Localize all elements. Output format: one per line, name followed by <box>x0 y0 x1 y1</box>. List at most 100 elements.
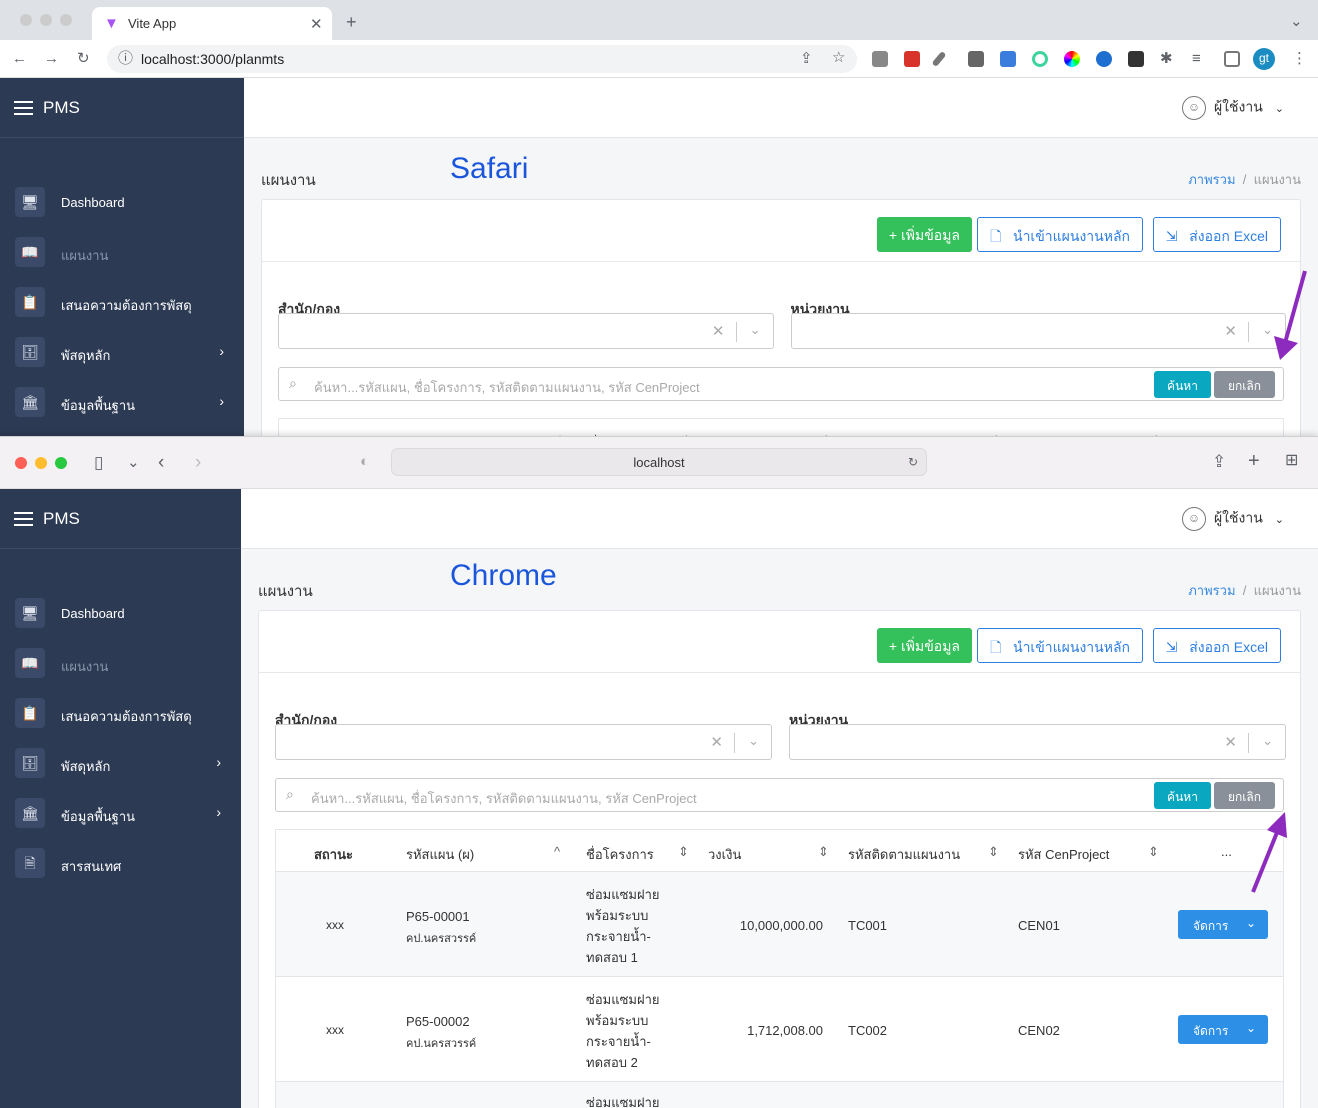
clear-icon[interactable]: ✕ <box>1224 734 1237 751</box>
clear-icon[interactable]: ✕ <box>710 734 723 751</box>
unit-select[interactable]: ✕ ⌄ <box>790 313 1286 349</box>
bug-icon[interactable] <box>904 51 920 67</box>
new-tab-icon[interactable]: + <box>346 12 357 32</box>
division-select[interactable]: ✕ ⌄ <box>275 724 772 760</box>
menu-icon[interactable]: ⋮ <box>1292 50 1307 67</box>
cancel-button[interactable]: ยกเลิก <box>1214 782 1275 809</box>
column-header[interactable]: รหัส CenProject <box>1018 847 1110 862</box>
hamburger-menu-icon[interactable] <box>14 512 33 526</box>
sidebar-item[interactable]: 🏛 ข้อมูลพื้นฐาน › <box>15 387 244 419</box>
sidebar-item[interactable]: 📋 เสนอความต้องการพัสดุ <box>15 698 241 730</box>
search-button[interactable]: ค้นหา <box>1154 371 1211 398</box>
r-icon[interactable] <box>1000 51 1016 67</box>
sort-icon[interactable]: ⇕ <box>1151 433 1162 436</box>
column-header[interactable]: สถานะ <box>314 847 353 862</box>
user-menu[interactable]: ☺ ผู้ใช้งาน ⌄ <box>1181 96 1284 120</box>
sort-icon[interactable]: ⇕ <box>818 844 829 859</box>
sidebar-item[interactable]: 📖 แผนงาน <box>15 237 244 269</box>
sidebar-item[interactable]: 🏛 ข้อมูลพื้นฐาน › <box>15 798 241 830</box>
sidebar: PMS 🖥 Dashboard 📖 แผนงาน 📋 เสนอความต้องการพัสด… <box>0 78 244 436</box>
book-icon: 📖 <box>15 237 45 267</box>
shield-icon[interactable]: ◐ <box>360 453 370 470</box>
sidebar-item-label: เสนอความต้องการพัสดุ <box>61 298 192 313</box>
puzzle-icon[interactable]: ✱ <box>1160 50 1173 67</box>
chevron-down-icon[interactable]: ⌄ <box>127 454 140 471</box>
division-select[interactable]: ✕ ⌄ <box>278 313 774 349</box>
breadcrumb-home[interactable]: ภาพรวม <box>1188 583 1236 598</box>
column-header[interactable]: รหัสแผน (ผ) <box>406 847 475 862</box>
column-header[interactable]: ชื่อโครงการ <box>586 847 654 862</box>
top-header: ☺ ผู้ใช้งาน ⌄ <box>244 78 1318 138</box>
chevron-down-icon[interactable]: ⌄ <box>1262 322 1273 337</box>
share-icon[interactable]: ⇪ <box>800 50 813 67</box>
import-plan-button[interactable]: 🗋 นำเข้าแผนงานหลัก <box>977 217 1143 252</box>
sidebar-item[interactable]: 🖥 Dashboard <box>15 187 244 219</box>
sort-icon[interactable]: ⇕ <box>988 844 999 859</box>
globe-icon[interactable] <box>1096 51 1112 67</box>
chevron-down-icon[interactable]: ⌄ <box>749 322 761 337</box>
media-icon[interactable]: ≡ <box>1192 50 1201 67</box>
sort-icon[interactable]: ⇕ <box>1148 844 1159 859</box>
manage-dropdown-button[interactable]: จัดการ ⌄ <box>1178 1015 1268 1044</box>
browser-tab[interactable]: ▼ Vite App ✕ <box>92 7 332 40</box>
column-header[interactable]: ... <box>1224 433 1235 436</box>
user-menu[interactable]: ☺ ผู้ใช้งาน ⌄ <box>1181 507 1284 531</box>
sidebar-item[interactable]: 🗄 พัสดุหลัก › <box>15 337 244 369</box>
search-input[interactable]: ค้นหา...รหัสแผน, ชื่อโครงการ, รหัสติดตาม… <box>314 380 700 395</box>
eyedropper-icon[interactable] <box>931 50 947 68</box>
sidebar-item[interactable]: 🗄 พัสดุหลัก › <box>15 748 241 780</box>
sidebar-item[interactable]: 🖥 Dashboard <box>15 598 241 630</box>
column-header[interactable]: รหัสติดตามแผนงาน <box>848 847 961 862</box>
reload-icon[interactable]: ↻ <box>77 50 90 67</box>
export-excel-button[interactable]: ⇲ ส่งออก Excel <box>1152 628 1281 663</box>
sidebar-item[interactable]: 📋 เสนอความต้องการพัสดุ <box>15 287 244 319</box>
breadcrumb-home[interactable]: ภาพรวม <box>1188 172 1236 187</box>
clear-icon[interactable]: ✕ <box>1224 323 1237 340</box>
sort-icon[interactable]: ⇕ <box>991 433 1002 436</box>
manage-dropdown-button[interactable]: จัดการ ⌄ <box>1178 910 1268 939</box>
unit-select[interactable]: ✕ ⌄ <box>789 724 1286 760</box>
share-icon[interactable]: ⇪ <box>1212 452 1227 471</box>
search-input[interactable]: ค้นหา...รหัสแผน, ชื่อโครงการ, รหัสติดตาม… <box>311 791 697 806</box>
forward-icon[interactable]: → <box>44 50 59 67</box>
search-button[interactable]: ค้นหา <box>1154 782 1211 809</box>
export-excel-button[interactable]: ⇲ ส่งออก Excel <box>1152 217 1281 252</box>
sidebar-item[interactable]: 🗎 สารสนเทศ <box>15 848 241 880</box>
sort-asc-icon[interactable]: ^ <box>557 433 563 436</box>
sidepanel-icon[interactable] <box>1224 51 1240 67</box>
hamburger-menu-icon[interactable] <box>14 101 33 115</box>
tab-search-icon[interactable]: ⌄ <box>1290 13 1303 30</box>
sort-icon[interactable]: ⇕ <box>681 433 692 436</box>
sort-asc-icon[interactable]: ^ <box>554 844 561 859</box>
chevron-down-icon[interactable]: ⌄ <box>1262 733 1273 748</box>
tab-overview-icon[interactable]: ⊞ <box>1285 452 1299 469</box>
profile-avatar[interactable]: gt <box>1253 48 1275 70</box>
back-icon[interactable]: ← <box>12 50 27 67</box>
close-tab-icon[interactable]: ✕ <box>310 16 323 33</box>
facebook-icon[interactable] <box>968 51 984 67</box>
sort-icon[interactable]: ⇕ <box>821 433 832 436</box>
add-button[interactable]: + เพิ่มข้อมูล <box>876 628 972 663</box>
color-wheel-icon[interactable] <box>1064 51 1080 67</box>
column-header[interactable]: ... <box>1221 844 1232 859</box>
bookmark-star-icon[interactable]: ☆ <box>832 49 846 66</box>
target-icon[interactable] <box>1032 51 1048 67</box>
clear-icon[interactable]: ✕ <box>711 323 725 340</box>
add-button[interactable]: + เพิ่มข้อมูล <box>876 217 972 252</box>
sidebar-item[interactable]: 📖 แผนงาน <box>15 648 241 680</box>
new-tab-icon[interactable]: + <box>1248 450 1260 472</box>
chevron-down-icon[interactable]: ⌄ <box>748 733 759 748</box>
sidebar-toggle-icon[interactable]: ▯ <box>94 453 104 472</box>
address-bar[interactable]: localhost ↻ <box>391 448 927 476</box>
column-header[interactable]: วงเงิน <box>708 847 742 862</box>
reload-icon[interactable]: ↻ <box>907 455 918 469</box>
back-icon[interactable]: ‹ <box>158 452 165 473</box>
address-bar[interactable]: ⓘ localhost:3000/planmts ⇪ ☆ <box>107 45 857 73</box>
import-plan-button[interactable]: 🗋 นำเข้าแผนงานหลัก <box>977 628 1143 663</box>
selenium-icon[interactable] <box>1128 51 1144 67</box>
cen-cell: CEN01 <box>1018 918 1060 933</box>
cancel-button[interactable]: ยกเลิก <box>1214 371 1275 398</box>
forward-icon[interactable]: › <box>195 452 202 473</box>
camera-icon[interactable] <box>872 51 888 67</box>
sort-icon[interactable]: ⇕ <box>678 844 689 859</box>
